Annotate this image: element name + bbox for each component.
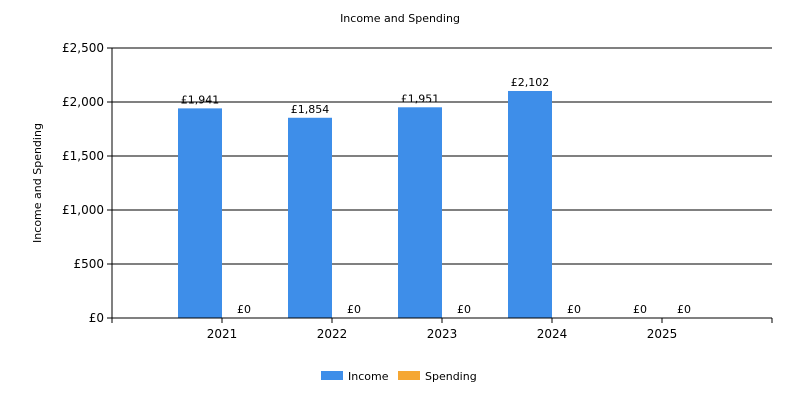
data-label: £0 <box>567 303 581 316</box>
data-label: £0 <box>457 303 471 316</box>
data-label: £0 <box>677 303 691 316</box>
axes: £0 £500 £1,000 £1,500 £2,000 £2,500 2021 2022 20… <box>62 41 773 341</box>
data-labels: £1,941 £1,854 £1,951 £2,102 £0 £0 £0 £0 £0 £0 <box>181 76 691 316</box>
bars <box>178 90 552 319</box>
chart-title: Income and Spending <box>340 12 460 25</box>
legend-label: Spending <box>425 370 477 383</box>
legend-label: Income <box>348 370 389 383</box>
y-tick-label: £1,000 <box>62 203 104 217</box>
x-tick-label: 2022 <box>317 327 348 341</box>
data-label: £1,951 <box>401 92 440 105</box>
bar-income <box>178 108 222 318</box>
legend-swatch-spending <box>398 371 420 380</box>
x-tick-label: 2023 <box>427 327 458 341</box>
y-tick-label: £2,500 <box>62 41 104 55</box>
y-tick-label: £0 <box>89 311 104 325</box>
x-tick-label: 2025 <box>647 327 678 341</box>
y-axis-label: Income and Spending <box>31 123 44 243</box>
x-tick-label: 2021 <box>207 327 238 341</box>
bar-income <box>508 90 552 318</box>
legend: Income Spending <box>321 370 477 383</box>
bar-income <box>288 117 332 318</box>
y-tick-label: £500 <box>73 257 104 271</box>
y-tick-label: £2,000 <box>62 95 104 109</box>
y-tick-label: £1,500 <box>62 149 104 163</box>
x-tick-label: 2024 <box>537 327 568 341</box>
legend-swatch-income <box>321 371 343 380</box>
bar-income <box>398 107 442 319</box>
data-label: £1,941 <box>181 93 220 106</box>
data-label: £1,854 <box>291 103 330 116</box>
data-label: £2,102 <box>511 76 550 89</box>
data-label: £0 <box>633 303 647 316</box>
data-label: £0 <box>237 303 251 316</box>
data-label: £0 <box>347 303 361 316</box>
